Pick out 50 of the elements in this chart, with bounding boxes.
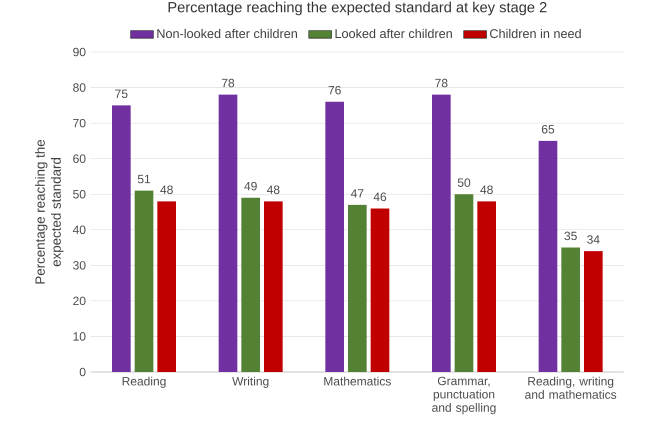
y-tick-label: 80 (73, 83, 86, 92)
y-tick-label: 20 (73, 296, 86, 306)
bar (264, 201, 283, 372)
data-label: 48 (160, 185, 173, 194)
data-label: 48 (480, 185, 493, 194)
y-axis-title: Percentage reaching the expected standard (35, 140, 64, 284)
chart-title: Percentage reaching the expected standard at key stage 2 (168, 2, 547, 16)
bar (241, 198, 260, 372)
bar (348, 204, 367, 372)
data-label: 65 (542, 125, 554, 134)
data-label: 78 (222, 78, 234, 88)
y-tick-label: 0 (80, 368, 86, 376)
bar (325, 102, 344, 372)
bar (561, 248, 580, 372)
bar (584, 251, 603, 372)
legend-label: Non-looked after children (157, 28, 297, 38)
data-label: 48 (266, 185, 280, 194)
data-label: 50 (458, 178, 470, 187)
legend-label: Children in need (490, 28, 581, 38)
bar (112, 105, 131, 372)
bar (157, 201, 176, 372)
bar (454, 194, 474, 372)
y-tick-label: 10 (74, 332, 86, 341)
y-tick-label: 90 (73, 48, 86, 56)
data-label: 49 (244, 182, 257, 190)
bar (432, 94, 451, 372)
x-tick-label: Writing (232, 376, 268, 388)
data-label: 51 (138, 174, 150, 184)
y-tick-label: 70 (73, 118, 86, 128)
data-label: 78 (435, 78, 448, 88)
data-label: 46 (374, 192, 386, 202)
data-label: 47 (350, 189, 364, 198)
bar (370, 208, 390, 372)
bar (134, 190, 154, 372)
data-label: 75 (115, 90, 128, 98)
y-tick-label: 50 (73, 190, 86, 198)
y-tick-label: 40 (72, 226, 86, 234)
y-tick-label: 60 (73, 154, 86, 163)
data-label: 35 (564, 232, 577, 240)
bar (477, 201, 496, 372)
bar (218, 94, 238, 372)
y-tick-label: 30 (73, 261, 86, 270)
legend-label: Looked after children (336, 28, 452, 38)
x-tick-label: Grammar, punctuation and spelling (432, 376, 496, 414)
bar (538, 140, 558, 372)
x-tick-label: Reading (122, 376, 166, 388)
x-tick-label: Mathematics (324, 376, 391, 386)
data-label: 76 (328, 86, 341, 94)
data-label: 34 (587, 235, 600, 244)
x-tick-label: Reading, writing and mathematics (525, 376, 616, 399)
